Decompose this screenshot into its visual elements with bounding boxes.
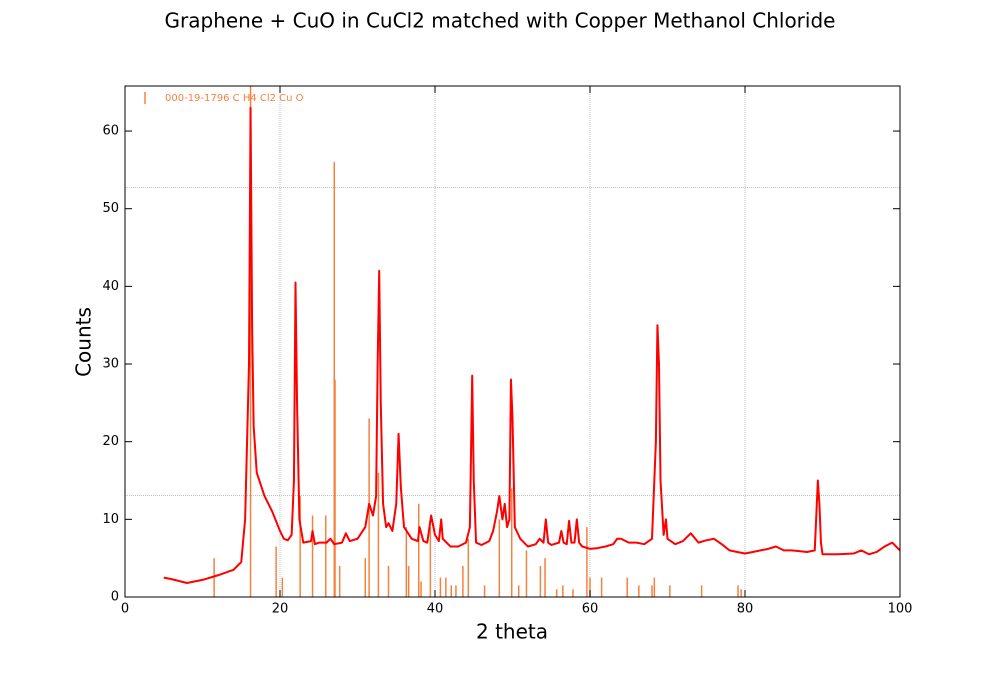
y-axis-label: Counts [72,307,96,377]
x-tick-label: 100 [888,602,913,617]
chart-title: Graphene + CuO in CuCl2 matched with Cop… [165,9,836,33]
y-tick-label: 0 [111,590,119,605]
y-tick-label: 10 [102,512,119,527]
x-tick-label: 40 [427,602,444,617]
plot-frame [124,85,901,598]
y-tick-label: 40 [102,279,119,294]
axes: 0 20 40 60 80 100 0 10 20 30 40 50 60 000-19-1796 C H… [102,85,913,617]
y-tick-label: 60 [102,124,119,139]
x-tick-label: 60 [582,602,599,617]
legend-label: 000-19-1796 C H4 Cl2 Cu O [165,93,304,104]
x-axis-label: 2 theta [476,620,548,644]
y-tick-label: 50 [102,201,119,216]
y-tick-label: 20 [102,434,119,449]
x-tick-label: 20 [272,602,289,617]
x-tick-label: 80 [737,602,754,617]
plot-area [125,86,900,597]
x-tick-label: 0 [121,602,129,617]
data-line [163,106,900,585]
y-tick-label: 30 [102,357,119,372]
